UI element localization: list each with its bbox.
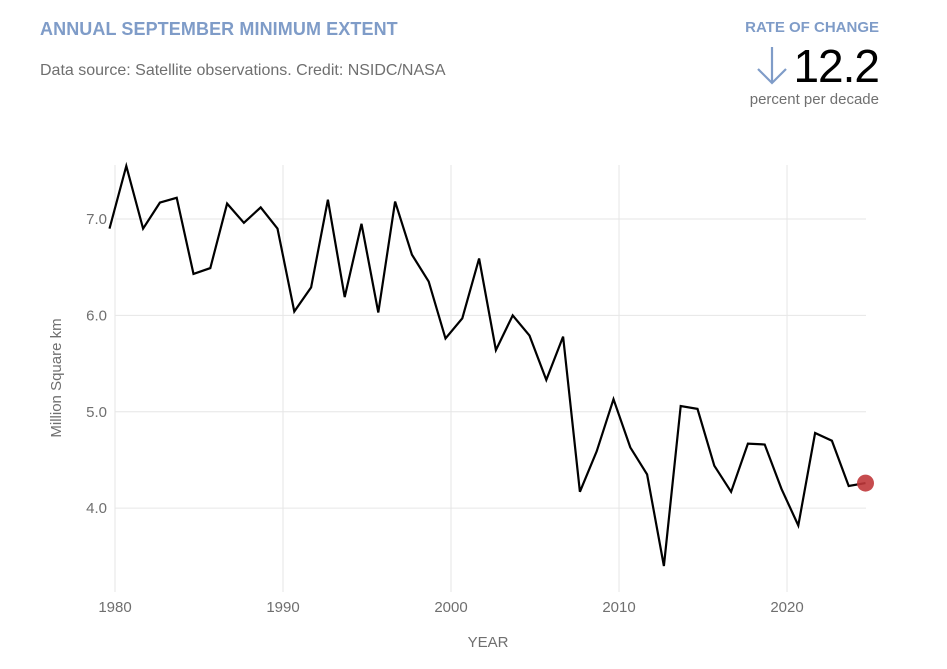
y-tick-labels: 4.0 5.0 6.0 7.0	[86, 211, 107, 517]
series-line	[108, 161, 866, 567]
rate-of-change-label: RATE OF CHANGE	[745, 19, 879, 36]
latest-value-marker[interactable]	[856, 474, 874, 492]
chart-title: ANNUAL SEPTEMBER MINIMUM EXTENT	[40, 19, 398, 39]
y-gridlines	[115, 218, 866, 509]
x-axis-title: YEAR	[468, 634, 509, 651]
x-tick-label: 1980	[98, 599, 131, 616]
rate-of-change-unit: percent per decade	[749, 91, 879, 108]
rate-of-change-panel: RATE OF CHANGE 12.2 percent per decade	[679, 19, 880, 108]
series-group	[108, 161, 874, 567]
y-tick-label: 6.0	[86, 307, 107, 324]
arrow-down-icon	[757, 47, 788, 85]
y-tick-label: 7.0	[86, 211, 107, 228]
x-tick-label: 1990	[266, 599, 299, 616]
x-gridlines	[114, 165, 788, 592]
y-tick-label: 5.0	[86, 404, 107, 421]
y-axis-title: Million Square km	[48, 318, 65, 437]
x-tick-label: 2010	[602, 599, 635, 616]
x-tick-labels: 1980 1990 2000 2010 2020	[98, 599, 803, 616]
x-tick-label: 2020	[770, 599, 803, 616]
data-source-credit: Data source: Satellite observations. Cre…	[40, 62, 446, 79]
rate-of-change-value: 12.2	[793, 40, 880, 92]
x-tick-label: 2000	[434, 599, 467, 616]
rate-of-change-row: 12.2	[679, 40, 880, 92]
y-tick-label: 4.0	[86, 500, 107, 517]
